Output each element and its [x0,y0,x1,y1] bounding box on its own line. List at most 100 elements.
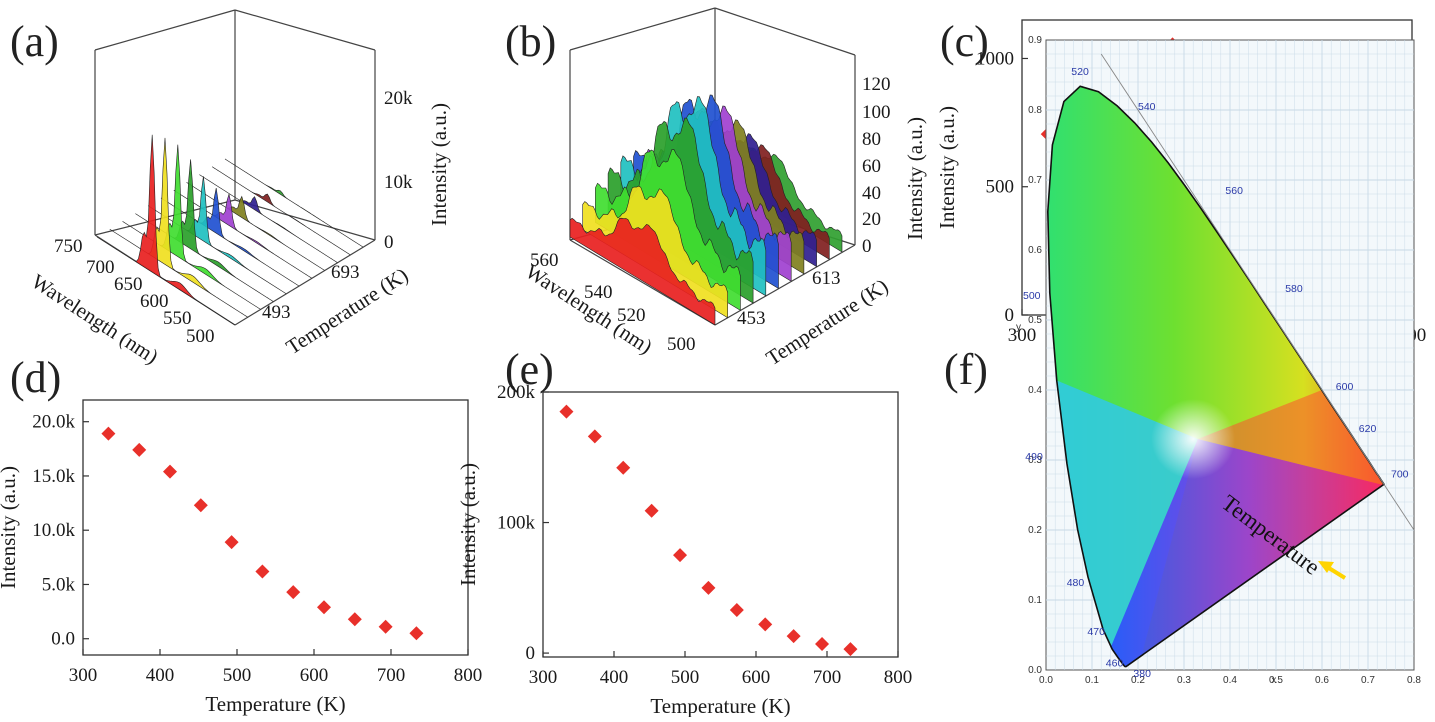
cie-y-tick: 0.0 [1028,665,1042,676]
spectrum-trace [96,134,236,326]
x-tick-label: 600 [742,667,771,688]
cie-wavelength-label: 560 [1225,185,1243,197]
cie-white-point [1151,399,1236,479]
x-tick-label: 600 [300,665,329,686]
data-point [587,429,602,444]
cie-y-tick: 0.6 [1028,245,1042,256]
y-tick-label: 1000 [976,48,1014,69]
panel-d: (d) 300 400 500 600 700 800 0.0 5.0k 10.0k 15.0k 2… [0,353,482,716]
data-point [815,636,830,651]
x-tick: 560 [530,250,559,271]
panel-b: (b) 0 20 40 60 80 100 120 Intensity (a.u… [505,7,927,370]
panel-a: (a) 0 10k 20k Intensity (a.u.) 750 700 6… [10,9,451,369]
y-axis-title: Intensity (a.u.) [935,106,959,229]
x-tick: 650 [114,274,143,295]
y-tick: 693 [331,262,360,283]
plot-frame [542,391,899,658]
panel-a-z-axis: 0 10k 20k Intensity (a.u.) [384,88,451,253]
data-point [786,629,801,644]
data-point [163,464,178,479]
data-point [347,612,362,627]
cie-x-tick: 0.4 [1223,675,1237,686]
cie-chromaticity-diagram: 0.0 0.1 0.2 0.3 0.4 0.5 0.6 0.7 0.8 0.0 0.1 0.2 0.3 0… [1016,35,1421,686]
y-tick: 613 [812,268,841,289]
cie-y-tick: 0.3 [1028,455,1042,466]
panel-e-chart: 300 400 500 600 700 800 0 100k 200k Temperature (… [456,382,912,718]
spectrum-trace [212,166,351,256]
x-tick-label: 300 [529,667,558,688]
data-point [729,603,744,618]
cie-wavelength-label: 580 [1285,283,1303,295]
x-tick-label: 800 [454,665,483,686]
y-axis-title: Intensity (a.u.) [456,463,480,586]
cie-tangent-line [1100,53,1415,531]
cie-x-tick: 0.6 [1315,675,1329,686]
y-tick-label: 15.0k [32,466,75,487]
plot-frame [82,399,469,656]
z-tick: 20 [862,209,881,230]
z-tick: 0 [862,236,872,257]
spectrum-trace [109,137,248,318]
spectrum-trace [224,158,364,248]
x-tick: 520 [617,305,646,326]
x-tick: 500 [667,334,696,355]
cie-wavelength-label: 470 [1087,626,1105,638]
x-tick-label: 700 [377,665,406,686]
data-point [224,535,239,550]
cie-y-axis-label: y [1016,322,1021,333]
cie-x-tick: 0.1 [1085,675,1099,686]
data-point [559,404,574,419]
panel-d-chart: 300 400 500 600 700 800 0.0 5.0k 10.0k 15.0k 20.0k… [0,399,483,716]
spectrum-trace [569,217,716,326]
spectrum-trace [148,176,287,295]
data-point [701,580,716,595]
cie-y-tick: 0.2 [1028,525,1042,536]
y-tick-label: 10.0k [32,520,75,541]
cie-y-tick: 0.5 [1028,315,1042,326]
cie-x-tick: 0.7 [1361,675,1375,686]
panel-a-z-title: Intensity (a.u.) [427,103,451,226]
x-tick: 540 [584,282,613,303]
cie-y-tick: 0.7 [1028,175,1042,186]
x-axis-title: Temperature (K) [650,694,790,717]
x-tick: 500 [186,326,215,347]
y-tick-label: 200k [497,382,536,403]
y-tick-label: 100k [497,513,536,534]
cie-wavelength-label: 380 [1133,668,1151,680]
x-tick-label: 300 [1008,325,1037,346]
panel-f: (f) 0.0 0.1 0.2 0.3 0.4 0.5 0.6 0.7 0.8 0.0 0.1 0.2… [944,35,1421,686]
z-tick: 40 [862,183,881,204]
x-tick-label: 400 [600,667,629,688]
data-point [132,442,147,457]
y-axis-title: Intensity (a.u.) [0,466,20,589]
cie-wavelength-label: 620 [1359,423,1377,435]
spectrum-trace [160,188,300,287]
y-tick-label: 0 [1005,305,1015,326]
cie-wavelength-label: 500 [1023,290,1041,302]
panel-c-label: (c) [940,17,989,66]
spectrum-trace [186,182,325,271]
x-tick: 600 [140,291,169,312]
panel-b-z-axis: 0 20 40 60 80 100 120 Intensity (a.u.) [862,74,927,257]
data-point [286,585,301,600]
cie-y-tick: 0.8 [1028,105,1042,116]
y-tick-label: 500 [986,177,1015,198]
cie-x-tick: 0.2 [1131,675,1145,686]
x-tick-label: 500 [223,665,252,686]
spectrum-trace [199,174,338,263]
data-point [101,426,116,441]
data-point [644,503,659,518]
x-tick-label: 700 [813,667,842,688]
z-tick: 80 [862,129,881,150]
cie-wavelength-label: 700 [1391,469,1409,481]
cie-wavelength-label: 480 [1067,577,1085,589]
cie-wavelength-label: 460 [1106,658,1124,670]
x-tick-label: 400 [146,665,175,686]
cie-x-tick: 0.8 [1407,675,1421,686]
data-point [317,600,332,615]
cie-x-tick: 0.3 [1177,675,1191,686]
y-tick: 493 [262,302,291,323]
x-tick: 750 [54,236,83,257]
cie-x-tick: 0.5 [1269,675,1283,686]
